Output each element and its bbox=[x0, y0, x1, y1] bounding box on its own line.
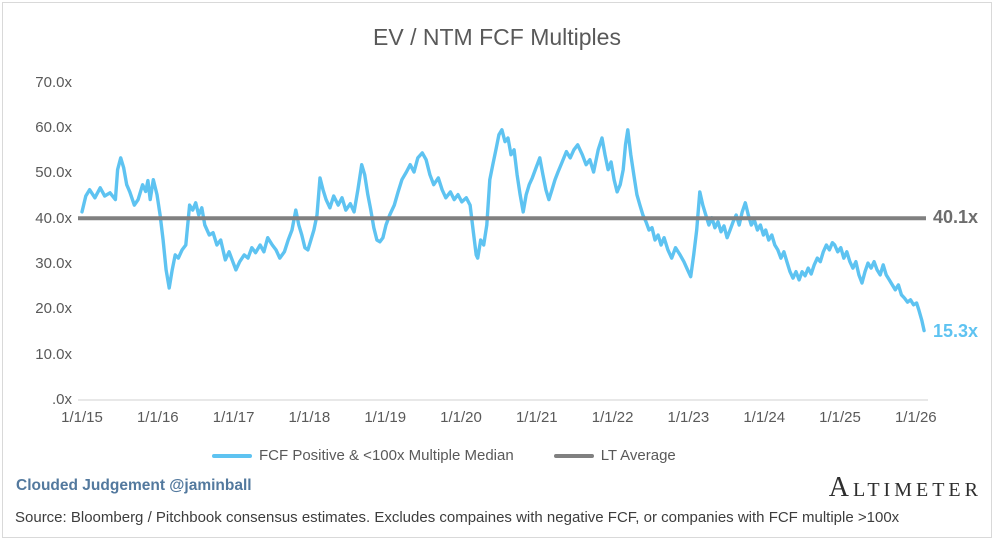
x-tick-label: 1/1/16 bbox=[136, 409, 179, 426]
legend-label: FCF Positive & <100x Multiple Median bbox=[259, 447, 514, 464]
lt-average-value-label: 40.1x bbox=[933, 207, 979, 228]
lt-average-swatch bbox=[553, 453, 594, 458]
y-tick-label: .0x bbox=[51, 391, 72, 408]
y-tick-label: 50.0x bbox=[35, 164, 72, 182]
last-value-label: 15.3x bbox=[933, 320, 979, 341]
y-tick-label: 70.0x bbox=[35, 73, 72, 91]
chart-title: EV / NTM FCF Multiples bbox=[373, 24, 621, 50]
x-tick-label: 1/1/19 bbox=[364, 409, 407, 426]
x-tick-label: 1/1/22 bbox=[591, 409, 634, 426]
chart-border bbox=[2, 2, 992, 538]
x-tick-label: 1/1/15 bbox=[61, 409, 103, 426]
y-tick-label: 30.0x bbox=[35, 255, 72, 272]
legend: FCF Positive & <100x Multiple Median LT A… bbox=[212, 447, 676, 464]
x-tick-label: 1/1/23 bbox=[667, 409, 710, 426]
x-tick-label: 1/1/25 bbox=[819, 409, 861, 426]
source-note: Source: Bloomberg / Pitchbook consensus … bbox=[15, 509, 900, 526]
y-tick-label: 10.0x bbox=[35, 345, 72, 363]
x-tick-label: 1/1/24 bbox=[743, 409, 786, 426]
altimeter-logo: Altimeter bbox=[828, 472, 982, 503]
y-tick-label: 20.0x bbox=[35, 300, 72, 318]
x-tick-label: 1/1/17 bbox=[212, 409, 255, 426]
y-tick-label: 40.0x bbox=[35, 209, 72, 227]
x-tick-label: 1/1/18 bbox=[288, 409, 331, 426]
x-tick-label: 1/1/20 bbox=[440, 409, 482, 426]
y-tick-label: 60.0x bbox=[35, 119, 72, 136]
legend-entry-lt-average: LT Average bbox=[553, 447, 676, 464]
x-tick-label: 1/1/21 bbox=[515, 409, 558, 426]
legend-entry-fcf-median: FCF Positive & <100x Multiple Median bbox=[212, 447, 514, 464]
fcf-median-swatch bbox=[212, 453, 252, 458]
x-tick-label: 1/1/26 bbox=[894, 409, 937, 426]
fcf-median-line bbox=[80, 128, 926, 333]
legend-label: LT Average bbox=[600, 447, 676, 464]
byline: Clouded Judgement @jaminball bbox=[16, 477, 252, 494]
